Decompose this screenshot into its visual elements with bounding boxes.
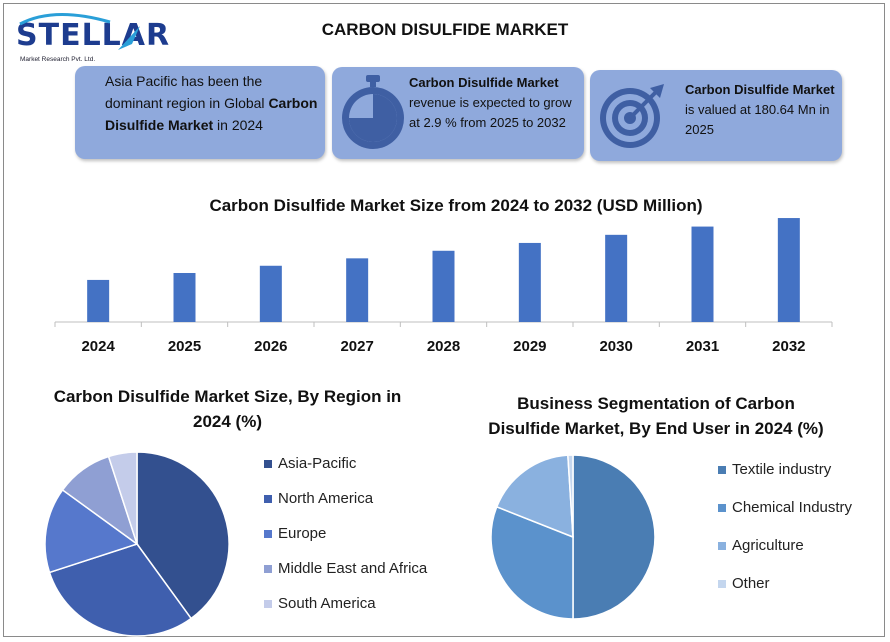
legend-swatch [264,600,272,608]
logo-swoosh-icon [19,13,140,50]
info-card-growth: Carbon Disulfide Market revenue is expec… [332,67,584,159]
legend-label: North America [278,490,374,507]
infographic-frame [3,3,885,637]
bar-chart-title: Carbon Disulfide Market Size from 2024 t… [209,196,703,215]
logo-subtitle: Market Research Pvt. Ltd. [20,56,96,63]
legend-label: South America [278,595,376,612]
card-text-plain: in 2024 [213,117,263,133]
info-card-text: Asia Pacific has been the dominant regio… [105,70,320,136]
stopwatch-icon [342,75,404,149]
legend-swatch [718,542,726,550]
legend-swatch [718,504,726,512]
info-card-text: Carbon Disulfide Market revenue is expec… [409,73,581,133]
legend-label: Agriculture [732,537,804,554]
logo-wordmark: STELLAR [16,18,171,53]
card-text-bold: Carbon Disulfide Market [409,75,559,90]
card-text-plain: revenue is expected to grow at 2.9 % fro… [409,95,572,130]
info-card-value: Carbon Disulfide Market is valued at 180… [590,70,842,161]
legend-swatch [718,466,726,474]
legend-swatch [264,565,272,573]
legend-label: Asia-Pacific [278,455,357,472]
legend-swatch [264,460,272,468]
info-card-region: Asia Pacific has been the dominant regio… [75,66,325,159]
legend-swatch [718,580,726,588]
legend-label: Chemical Industry [732,499,853,516]
legend-label: Middle East and Africa [278,560,428,577]
card-text-plain: Asia Pacific has been the dominant regio… [105,73,269,111]
card-text-plain: is valued at 180.64 Mn in 2025 [685,102,830,137]
legend-swatch [264,495,272,503]
stellar-logo: STELLAR Market Research Pvt. Ltd. [14,8,169,68]
card-text-bold: Carbon Disulfide Market [105,95,318,133]
legend-label: Europe [278,525,327,542]
legend-label: Other [732,575,770,592]
legend-label: Textile industry [732,461,832,478]
region-pie-title: Carbon Disulfide Market Size, By Region … [53,387,402,431]
end-user-pie-title: Business Segmentation of Carbon Disulfid… [488,394,824,438]
legend-swatch [264,530,272,538]
card-text-bold: Carbon Disulfide Market [685,82,835,97]
target-icon [600,84,664,148]
page-title: CARBON DISULFIDE MARKET [321,20,569,39]
info-card-text: Carbon Disulfide Market is valued at 180… [685,80,835,140]
